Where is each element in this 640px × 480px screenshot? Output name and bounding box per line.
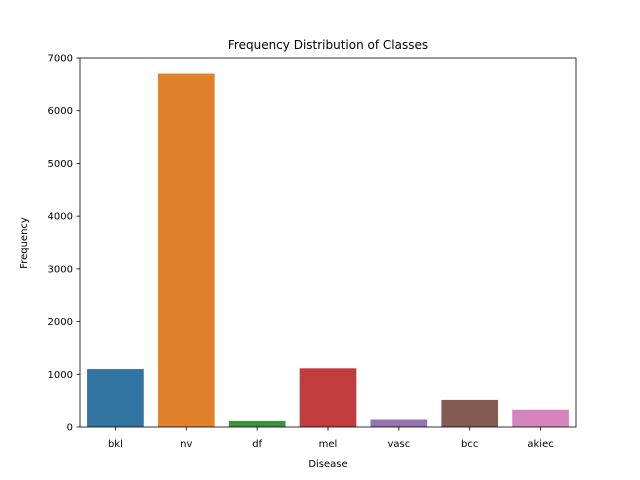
bar-bcc [441, 399, 499, 427]
y-tick-label-4000: 4000 [48, 212, 73, 223]
bar-df [228, 420, 286, 427]
x-tick-label-bcc: bcc [461, 439, 478, 450]
chart-title: Frequency Distribution of Classes [228, 38, 428, 52]
y-tick-label-0: 0 [67, 423, 73, 434]
y-tick-label-5000: 5000 [48, 159, 73, 170]
y-axis: 0 1000 2000 3000 4000 5000 6000 7000 [48, 54, 80, 434]
y-tick-label-1000: 1000 [48, 370, 73, 381]
bars-group [87, 73, 569, 427]
bar-akiec [512, 409, 569, 427]
y-axis-label: Frequency [19, 217, 30, 269]
x-axis: bkl nv df mel vasc bcc akiec [108, 427, 554, 450]
bar-nv [157, 73, 215, 427]
y-tick-label-7000: 7000 [48, 54, 73, 65]
x-tick-label-df: df [252, 439, 262, 450]
x-tick-label-akiec: akiec [527, 439, 553, 450]
plot-frame [79, 57, 577, 428]
y-tick-label-3000: 3000 [48, 264, 73, 275]
x-tick-label-mel: mel [319, 439, 338, 450]
bar-bkl [87, 369, 144, 427]
bar-vasc [370, 419, 428, 427]
y-tick-label-6000: 6000 [48, 106, 73, 117]
x-tick-label-bkl: bkl [108, 439, 123, 450]
x-tick-label-vasc: vasc [387, 439, 410, 450]
y-tick-label-2000: 2000 [48, 317, 73, 328]
x-tick-label-nv: nv [180, 439, 192, 450]
bar-mel [299, 368, 357, 427]
x-axis-label: Disease [308, 459, 347, 470]
